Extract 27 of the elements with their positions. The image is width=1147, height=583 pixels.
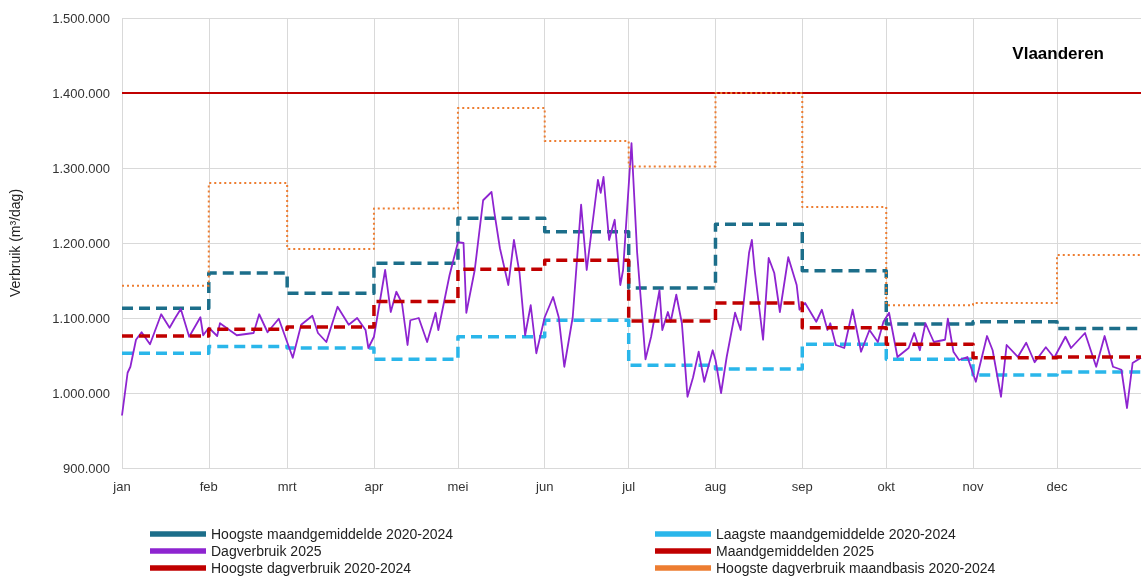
- x-tick-label: jan: [112, 479, 131, 494]
- y-axis-title: Verbruik (m³/dag): [7, 188, 23, 298]
- y-tick-label: 1.300.000: [52, 160, 110, 176]
- x-tick-label: aug: [704, 479, 727, 494]
- x-tick-label: mrt: [277, 479, 297, 494]
- legend-label: Hoogste dagverbruik maandbasis 2020-2024: [716, 560, 996, 576]
- legend-label: Hoogste dagverbruik 2020-2024: [211, 560, 412, 576]
- y-tick-label: 1.000.000: [52, 385, 110, 401]
- x-tick-label: jul: [621, 479, 636, 494]
- y-tick-label: 900.000: [63, 460, 110, 476]
- x-tick-label: feb: [199, 479, 218, 494]
- x-tick-label: apr: [364, 479, 385, 494]
- legend-label: Laagste maandgemiddelde 2020-2024: [716, 526, 956, 542]
- y-tick-label: 1.200.000: [52, 235, 110, 251]
- y-tick-label: 1.500.000: [52, 10, 110, 26]
- x-tick-label: dec: [1046, 479, 1068, 494]
- x-tick-label: nov: [962, 479, 985, 494]
- legend-label: Hoogste maandgemiddelde 2020-2024: [211, 526, 454, 542]
- legend-label: Maandgemiddelden 2025: [716, 543, 875, 559]
- legend-label: Dagverbruik 2025: [211, 543, 322, 559]
- x-tick-label: jun: [535, 479, 554, 494]
- x-tick-label: okt: [877, 479, 896, 494]
- text: Vlaanderen: [1012, 44, 1105, 63]
- y-tick-label: 1.100.000: [52, 310, 110, 326]
- y-tick-label: 1.400.000: [52, 85, 110, 101]
- x-tick-label: mei: [447, 479, 469, 494]
- x-tick-label: sep: [791, 479, 813, 494]
